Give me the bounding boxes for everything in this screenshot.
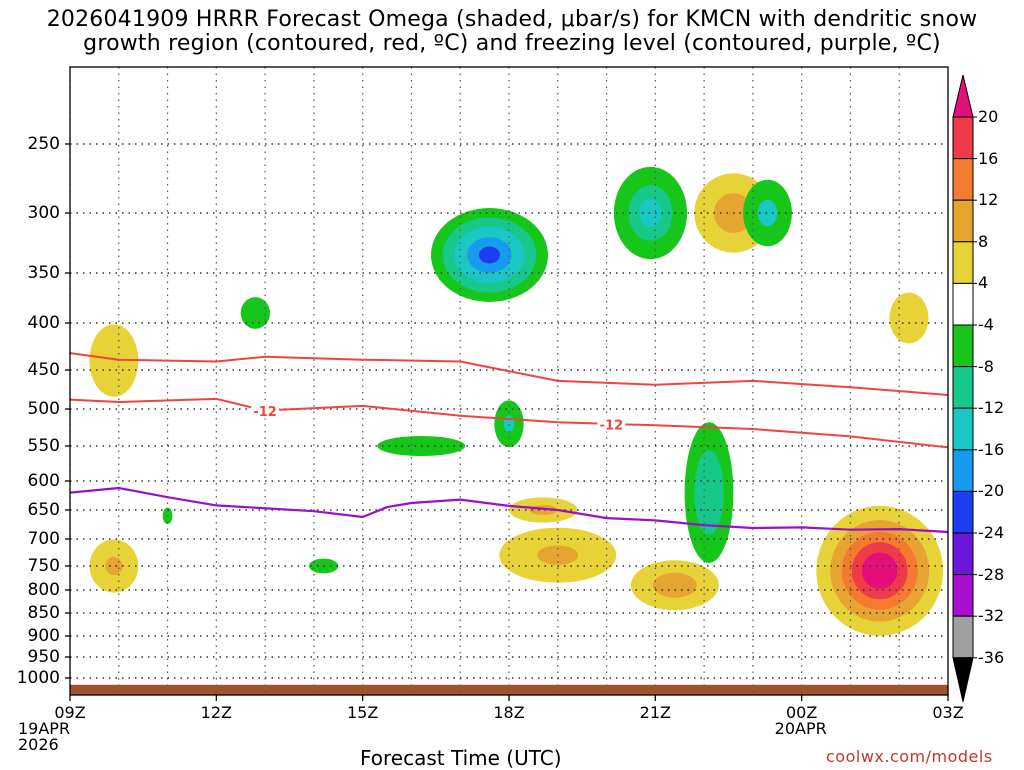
omega-region-6-level-1 bbox=[105, 556, 123, 576]
x-date-label-0-1: 2026 bbox=[18, 735, 59, 754]
y-tick-label-900: 900 bbox=[27, 626, 60, 646]
colorbar-swatch-1 bbox=[952, 158, 974, 201]
x-tick-label-3: 18Z bbox=[493, 703, 525, 722]
dgz-label-bg-1-0 bbox=[251, 403, 280, 419]
colorbar-label-13: -36 bbox=[978, 647, 1005, 667]
omega-region-12-level-1 bbox=[694, 450, 724, 535]
y-tick-label-1000: 1000 bbox=[16, 668, 60, 688]
y-tick-label-800: 800 bbox=[27, 580, 60, 600]
dgz-label-bg-1-1 bbox=[597, 416, 626, 432]
y-tick-label-850: 850 bbox=[27, 603, 60, 623]
y-tick-label-450: 450 bbox=[27, 360, 60, 380]
x-date-label-1-0: 20APR bbox=[774, 719, 827, 738]
colorbar-swatch-2 bbox=[952, 199, 974, 243]
y-tick-label-600: 600 bbox=[27, 471, 60, 491]
colorbar-label-10: -24 bbox=[978, 523, 1005, 542]
colorbar-swatch-10 bbox=[952, 532, 974, 576]
colorbar-label-0: 20 bbox=[978, 107, 999, 126]
x-tick-label-0: 09Z bbox=[54, 703, 86, 722]
x-axis-title: Forecast Time (UTC) bbox=[360, 746, 562, 770]
y-tick-label-950: 950 bbox=[27, 647, 60, 667]
colorbar-swatch-6 bbox=[952, 366, 974, 409]
dgz-label-1-1: -12 bbox=[600, 419, 624, 434]
colorbar-label-6: -8 bbox=[978, 356, 994, 376]
x-tick-label-5: 00Z bbox=[785, 703, 818, 722]
colorbar-label-11: -28 bbox=[978, 564, 1005, 584]
dgz-label-1-0: -12 bbox=[253, 405, 277, 420]
colorbar-label-5: -4 bbox=[978, 315, 994, 334]
colorbar-swatch-0 bbox=[952, 116, 974, 160]
colorbar-label-2: 12 bbox=[978, 190, 999, 210]
colorbar-swatch-3 bbox=[952, 241, 974, 284]
y-tick-label-300: 300 bbox=[27, 203, 60, 223]
y-tick-label-500: 500 bbox=[27, 399, 60, 419]
y-tick-label-400: 400 bbox=[27, 313, 60, 333]
colorbar-label-3: 8 bbox=[978, 231, 989, 251]
omega-region-1-level-0 bbox=[889, 292, 929, 344]
dgz-contour-1 bbox=[70, 397, 948, 449]
omega-region-15-level-0 bbox=[240, 297, 270, 329]
colorbar-swatch-9 bbox=[952, 490, 974, 534]
x-tick-label-6: 03Z bbox=[932, 703, 964, 722]
colorbar-swatch-12 bbox=[952, 615, 974, 659]
colorbar-label-7: -12 bbox=[978, 398, 1005, 418]
x-tick-label-2: 15Z bbox=[346, 703, 379, 722]
y-tick-label-750: 750 bbox=[27, 556, 60, 576]
y-tick-label-650: 650 bbox=[27, 500, 60, 520]
colorbar-label-1: 16 bbox=[978, 148, 999, 168]
omega-region-7-level-0 bbox=[89, 324, 139, 397]
credit-text: coolwx.com/models bbox=[826, 747, 993, 766]
colorbar-label-12: -32 bbox=[978, 606, 1005, 626]
colorbar-swatch-8 bbox=[952, 449, 974, 492]
x-tick-label-1: 12Z bbox=[200, 703, 232, 722]
colorbar-bottom-arrow bbox=[952, 657, 974, 702]
colorbar-swatch-11 bbox=[952, 574, 974, 617]
colorbar-label-4: 4 bbox=[978, 273, 989, 293]
x-date-label-0-0: 19APR bbox=[18, 719, 71, 738]
chart-title-line-1: 2026041909 HRRR Forecast Omega (shaded, … bbox=[46, 7, 978, 32]
omega-region-3-level-1 bbox=[652, 572, 697, 598]
y-tick-label-700: 700 bbox=[27, 529, 60, 549]
colorbar-top-arrow bbox=[952, 74, 974, 118]
surface-band bbox=[70, 684, 948, 695]
chart-title-line-2: growth region (contoured, red, ºC) and f… bbox=[83, 31, 941, 56]
dgz-contour-0 bbox=[70, 352, 948, 396]
colorbar-swatch-5 bbox=[952, 324, 974, 368]
y-tick-label-250: 250 bbox=[27, 134, 60, 154]
omega-region-11-level-1 bbox=[757, 199, 778, 227]
y-tick-label-350: 350 bbox=[27, 263, 60, 283]
omega-region-9-level-4 bbox=[478, 246, 501, 264]
y-tick-label-550: 550 bbox=[27, 436, 60, 456]
omega-region-10-level-2 bbox=[639, 199, 662, 227]
freezing-level-line bbox=[70, 486, 948, 534]
colorbar-label-8: -16 bbox=[978, 439, 1005, 459]
colorbar-label-9: -20 bbox=[978, 481, 1005, 501]
x-tick-label-4: 21Z bbox=[639, 703, 671, 722]
colorbar-swatch-7 bbox=[952, 407, 974, 451]
colorbar-swatch-4 bbox=[952, 282, 974, 326]
omega-region-0-level-4 bbox=[861, 552, 898, 589]
